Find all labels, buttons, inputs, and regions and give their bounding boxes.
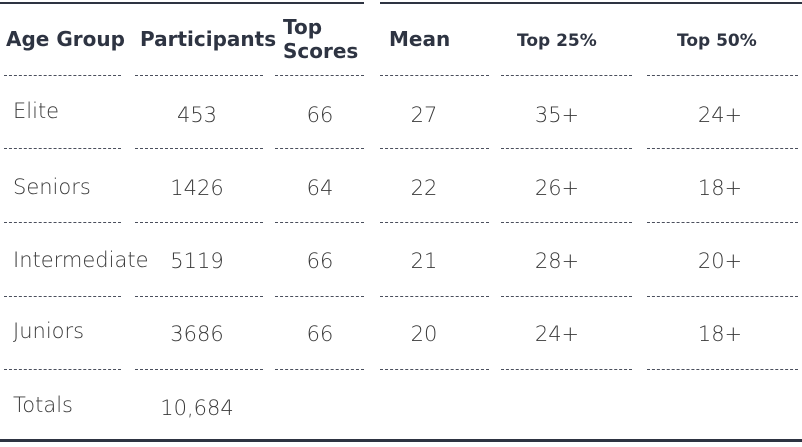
table-row-top50: 18+ [697, 176, 743, 200]
table-row-age-group: Elite [13, 99, 60, 123]
row-separator [4, 222, 121, 223]
table-row-top50: 18+ [697, 322, 743, 346]
row-separator [380, 222, 489, 223]
header-top-scores-line2: Scores [283, 39, 359, 63]
header-mean: Mean [389, 27, 451, 51]
row-separator [135, 369, 263, 370]
row-separator [275, 369, 364, 370]
table-row-age-group: Juniors [13, 319, 85, 343]
row-separator [135, 222, 263, 223]
row-separator [647, 369, 798, 370]
row-separator [380, 296, 489, 297]
table-row-top-scores: 66 [306, 322, 334, 346]
header-participants: Participants [140, 27, 277, 51]
table-row-mean: 21 [410, 249, 438, 273]
table-row-top50: 20+ [697, 249, 743, 273]
row-separator [647, 296, 798, 297]
totals-participants: 10,684 [160, 396, 234, 420]
table-row-top-scores: 66 [306, 103, 334, 127]
table-row-age-group: Intermediate [13, 248, 149, 272]
table-row-top25: 26+ [534, 176, 580, 200]
table-row-mean: 27 [410, 103, 438, 127]
header-top50: Top 50% [677, 31, 757, 51]
table-row-top-scores: 64 [306, 176, 334, 200]
table-row-age-group: Seniors [13, 175, 91, 199]
table-row-participants: 3686 [170, 322, 224, 346]
row-separator [4, 369, 121, 370]
table-bottom-rule [0, 439, 802, 442]
row-separator [275, 222, 364, 223]
row-separator [501, 369, 632, 370]
row-separator [4, 296, 121, 297]
row-separator [135, 148, 263, 149]
row-separator [501, 75, 632, 76]
table-row-top25: 24+ [534, 322, 580, 346]
table-row-mean: 22 [410, 176, 438, 200]
row-separator [647, 222, 798, 223]
table-row-top50: 24+ [697, 103, 743, 127]
header-age-group: Age Group [6, 27, 125, 51]
row-separator [647, 148, 798, 149]
row-separator [380, 148, 489, 149]
row-separator [275, 148, 364, 149]
row-separator [275, 75, 364, 76]
table-row-participants: 453 [176, 103, 218, 127]
table-row-top25: 28+ [534, 249, 580, 273]
row-separator [501, 222, 632, 223]
table-top-rule-left [0, 2, 364, 4]
row-separator [4, 75, 121, 76]
table-row-mean: 20 [410, 322, 438, 346]
row-separator [4, 148, 121, 149]
header-top25: Top 25% [517, 31, 597, 51]
header-top-scores-line1: Top [283, 15, 323, 39]
table-row-top25: 35+ [534, 103, 580, 127]
table-row-participants: 5119 [170, 249, 224, 273]
row-separator [647, 75, 798, 76]
table-row-top-scores: 66 [306, 249, 334, 273]
table-top-rule-right [380, 2, 802, 4]
row-separator [501, 148, 632, 149]
row-separator [275, 296, 364, 297]
row-separator [135, 296, 263, 297]
row-separator [380, 75, 489, 76]
row-separator [135, 75, 263, 76]
row-separator [380, 369, 489, 370]
table-row-participants: 1426 [170, 176, 224, 200]
row-separator [501, 296, 632, 297]
totals-label: Totals [13, 393, 73, 417]
